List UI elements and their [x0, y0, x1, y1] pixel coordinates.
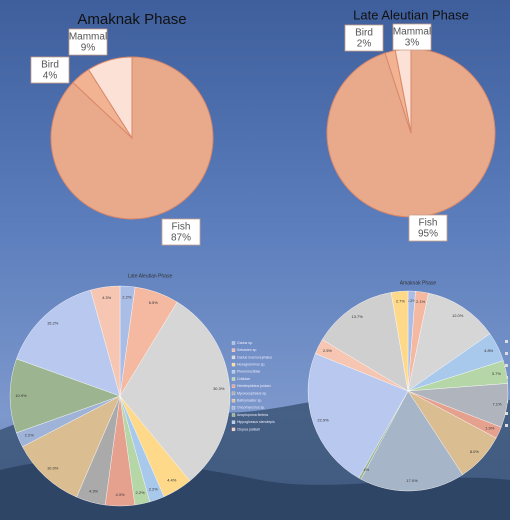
- data-label: 15.2%: [47, 321, 59, 326]
- legend-swatch: [231, 355, 236, 360]
- data-label: 13.7%: [352, 314, 364, 319]
- label-value: 87%: [171, 233, 191, 244]
- chart-title: Late Aleutian Phase: [128, 273, 173, 279]
- label-box: [392, 23, 432, 51]
- legend-label: Hexagrammos sp.: [237, 363, 265, 367]
- label-box: [30, 56, 70, 84]
- data-label: 1.9%: [485, 426, 495, 431]
- data-label: 3.7%: [492, 371, 502, 376]
- legend-swatch: [231, 427, 236, 432]
- legend-swatch: [231, 420, 236, 424]
- legend-label: Hippoglossus stenolepis: [237, 420, 275, 424]
- pie-slice: [90, 285, 121, 397]
- legend-swatch: [231, 413, 236, 417]
- chart-title: Amaknak Phase: [400, 280, 437, 286]
- data-label: 2.2%: [25, 433, 35, 438]
- legend-swatch: [231, 362, 236, 367]
- pie-slice: [360, 390, 463, 492]
- legend-swatch: [231, 348, 236, 352]
- chart-title: Late Aleutian Phase: [353, 7, 469, 22]
- label-box: [408, 214, 448, 242]
- label-category: Fish: [172, 222, 191, 233]
- data-label: 2.2%: [136, 490, 146, 495]
- data-label: 22.9%: [317, 418, 329, 423]
- legend-label: Hemilepidotus jordani: [237, 384, 271, 388]
- legend-label: Anoplopoma fimbria: [237, 413, 268, 417]
- label-category: Mammal: [393, 27, 431, 38]
- legend-swatch: [231, 377, 236, 381]
- pie-slice: [22, 395, 121, 498]
- label-category: Bird: [355, 28, 373, 39]
- pie-slice: [390, 290, 409, 392]
- data-label: 7.1%: [492, 401, 502, 406]
- data-label: 12.0%: [452, 313, 464, 318]
- pie-slice: [407, 292, 491, 392]
- data-label: 1.2%: [407, 298, 417, 303]
- legend-label: Myoxocephalus sp.: [237, 391, 267, 395]
- legend-swatch: [231, 406, 236, 410]
- label-box: [161, 218, 201, 246]
- legend-label: Clupea pallasii: [237, 427, 260, 431]
- legend-label: Gadus sp.: [237, 341, 253, 345]
- data-label: 2.2%: [149, 486, 159, 491]
- data-label: 2.5%: [323, 348, 333, 353]
- data-label: 4.8%: [484, 348, 494, 353]
- label-box: [68, 28, 108, 56]
- label-value: 95%: [418, 229, 438, 240]
- pie-slice: [321, 292, 409, 392]
- label-value: 2%: [357, 39, 372, 50]
- label-box: [344, 24, 384, 52]
- data-label: 0.4%: [360, 467, 370, 472]
- data-label: 8.0%: [470, 449, 480, 454]
- data-label: 30.3%: [213, 386, 225, 391]
- legend-label: Gadus macrocephalus: [237, 355, 272, 359]
- legend-label: Pleuronectidae: [237, 370, 260, 374]
- chart-title: Amaknak Phase: [77, 11, 186, 28]
- data-label: 4.3%: [115, 492, 125, 497]
- pie-slice: [9, 358, 121, 434]
- data-label: 4.4%: [167, 477, 177, 482]
- legend-label: Sebastes sp.: [237, 348, 257, 352]
- label-category: Fish: [419, 218, 438, 229]
- label-value: 3%: [405, 38, 420, 49]
- pie-slice: [307, 353, 409, 479]
- data-label: 6.5%: [149, 300, 159, 305]
- data-label: 4.3%: [89, 488, 99, 493]
- label-category: Mammal: [69, 32, 107, 43]
- data-label: 10.9%: [15, 393, 27, 398]
- label-value: 9%: [81, 43, 96, 54]
- label-value: 4%: [43, 71, 58, 82]
- legend-label: Bathymaster sp.: [237, 399, 262, 403]
- legend-swatch: [231, 398, 236, 403]
- legend-label: Cottidae: [237, 377, 250, 381]
- pie-slice: [119, 301, 231, 482]
- legend-swatch: [231, 341, 236, 345]
- legend-swatch: [231, 391, 236, 396]
- data-label: 4.3%: [102, 295, 112, 300]
- data-label: 2.7%: [396, 298, 406, 303]
- pie-slice: [16, 289, 121, 397]
- data-label: 2.2%: [122, 294, 132, 299]
- data-label: 17.0%: [406, 478, 418, 483]
- legend-swatch: [231, 384, 236, 388]
- label-category: Bird: [41, 60, 59, 71]
- data-label: 10.9%: [47, 466, 59, 471]
- legend-swatch: [231, 370, 236, 374]
- data-label: 2.1%: [416, 299, 426, 304]
- pie-slice: [87, 56, 133, 140]
- legend-label: Oncorhynchus sp.: [237, 406, 265, 410]
